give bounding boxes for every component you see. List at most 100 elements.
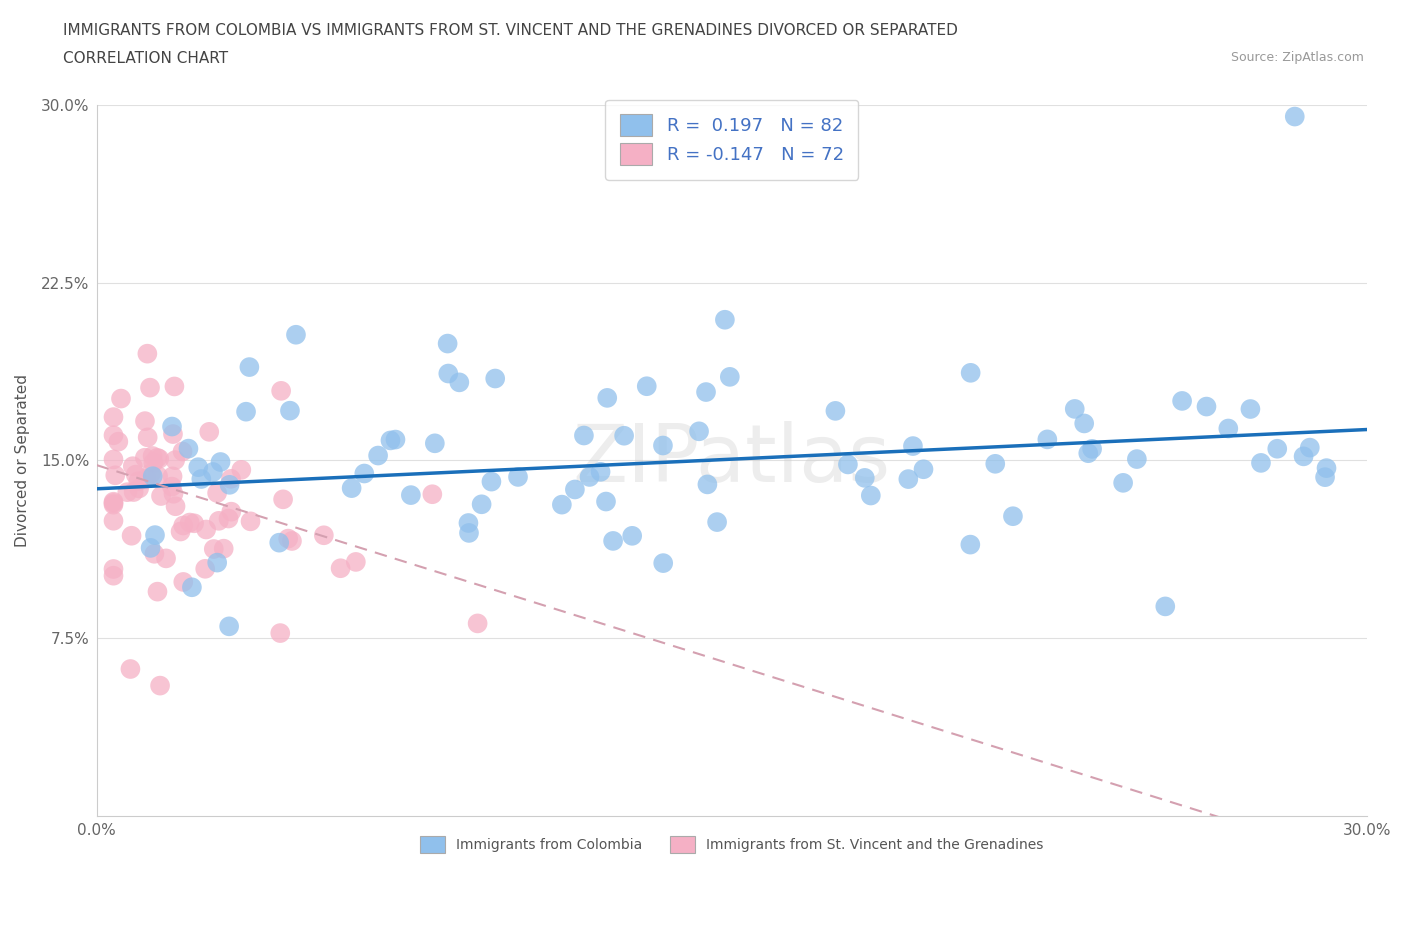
Point	[218, 618, 240, 633]
Point	[172, 444, 194, 458]
Point	[190, 472, 212, 486]
Point	[901, 439, 924, 454]
Point	[202, 541, 225, 556]
Point	[367, 448, 389, 463]
Point	[218, 512, 240, 526]
Point	[103, 513, 125, 528]
Point	[1313, 470, 1336, 485]
Point	[329, 561, 352, 576]
Point	[853, 471, 876, 485]
Point	[423, 436, 446, 451]
Point	[218, 477, 240, 492]
Point	[344, 554, 367, 569]
Point	[1171, 393, 1194, 408]
Point	[208, 513, 231, 528]
Point	[506, 470, 529, 485]
Point	[143, 546, 166, 561]
Point	[824, 404, 846, 418]
Text: CORRELATION CHART: CORRELATION CHART	[63, 51, 228, 66]
Point	[219, 504, 242, 519]
Point	[652, 438, 675, 453]
Point	[281, 534, 304, 549]
Point	[179, 515, 201, 530]
Point	[353, 466, 375, 481]
Point	[269, 536, 291, 551]
Point	[172, 518, 194, 533]
Point	[1126, 452, 1149, 467]
Text: IMMIGRANTS FROM COLOMBIA VS IMMIGRANTS FROM ST. VINCENT AND THE GRENADINES DIVOR: IMMIGRANTS FROM COLOMBIA VS IMMIGRANTS F…	[63, 23, 957, 38]
Point	[481, 474, 503, 489]
Point	[621, 528, 644, 543]
Point	[636, 379, 658, 393]
Point	[1063, 402, 1085, 417]
Point	[162, 486, 184, 501]
Point	[172, 575, 194, 590]
Point	[121, 528, 143, 543]
Point	[103, 409, 125, 424]
Point	[117, 485, 139, 499]
Point	[183, 516, 205, 531]
Point	[564, 482, 586, 497]
Point	[572, 428, 595, 443]
Point	[136, 346, 159, 361]
Point	[110, 392, 132, 406]
Point	[238, 360, 260, 375]
Point	[278, 404, 301, 418]
Point	[1077, 445, 1099, 460]
Point	[1284, 109, 1306, 124]
Point	[1265, 442, 1288, 457]
Point	[285, 327, 308, 342]
Point	[165, 453, 187, 468]
Point	[155, 551, 177, 565]
Point	[162, 427, 184, 442]
Point	[194, 562, 217, 577]
Point	[596, 391, 619, 405]
Point	[312, 528, 335, 543]
Point	[551, 498, 574, 512]
Point	[484, 371, 506, 386]
Point	[578, 470, 600, 485]
Point	[198, 424, 221, 439]
Point	[589, 464, 612, 479]
Point	[271, 492, 294, 507]
Point	[128, 481, 150, 496]
Point	[859, 488, 882, 503]
Point	[959, 538, 981, 552]
Point	[149, 678, 172, 693]
Point	[1292, 449, 1315, 464]
Point	[162, 469, 184, 484]
Text: ZIPatlas: ZIPatlas	[572, 421, 891, 499]
Point	[420, 486, 443, 501]
Point	[1239, 402, 1261, 417]
Point	[143, 527, 166, 542]
Point	[165, 498, 187, 513]
Point	[146, 450, 169, 465]
Point	[103, 498, 125, 512]
Point	[212, 541, 235, 556]
Point	[139, 466, 162, 481]
Point	[160, 479, 183, 494]
Point	[458, 525, 481, 540]
Point	[209, 455, 232, 470]
Point	[652, 556, 675, 571]
Point	[139, 540, 162, 555]
Y-axis label: Divorced or Separated: Divorced or Separated	[15, 374, 30, 547]
Point	[127, 473, 149, 488]
Point	[595, 494, 617, 509]
Point	[205, 485, 228, 500]
Point	[103, 428, 125, 443]
Point	[103, 562, 125, 577]
Point	[231, 462, 253, 477]
Point	[160, 419, 183, 434]
Point	[1112, 475, 1135, 490]
Text: Source: ZipAtlas.com: Source: ZipAtlas.com	[1230, 51, 1364, 64]
Point	[471, 497, 494, 512]
Point	[384, 432, 406, 447]
Point	[146, 469, 169, 484]
Point	[984, 457, 1007, 472]
Point	[1299, 440, 1322, 455]
Point	[107, 434, 129, 449]
Point	[195, 522, 218, 537]
Point	[457, 515, 479, 530]
Point	[201, 465, 224, 480]
